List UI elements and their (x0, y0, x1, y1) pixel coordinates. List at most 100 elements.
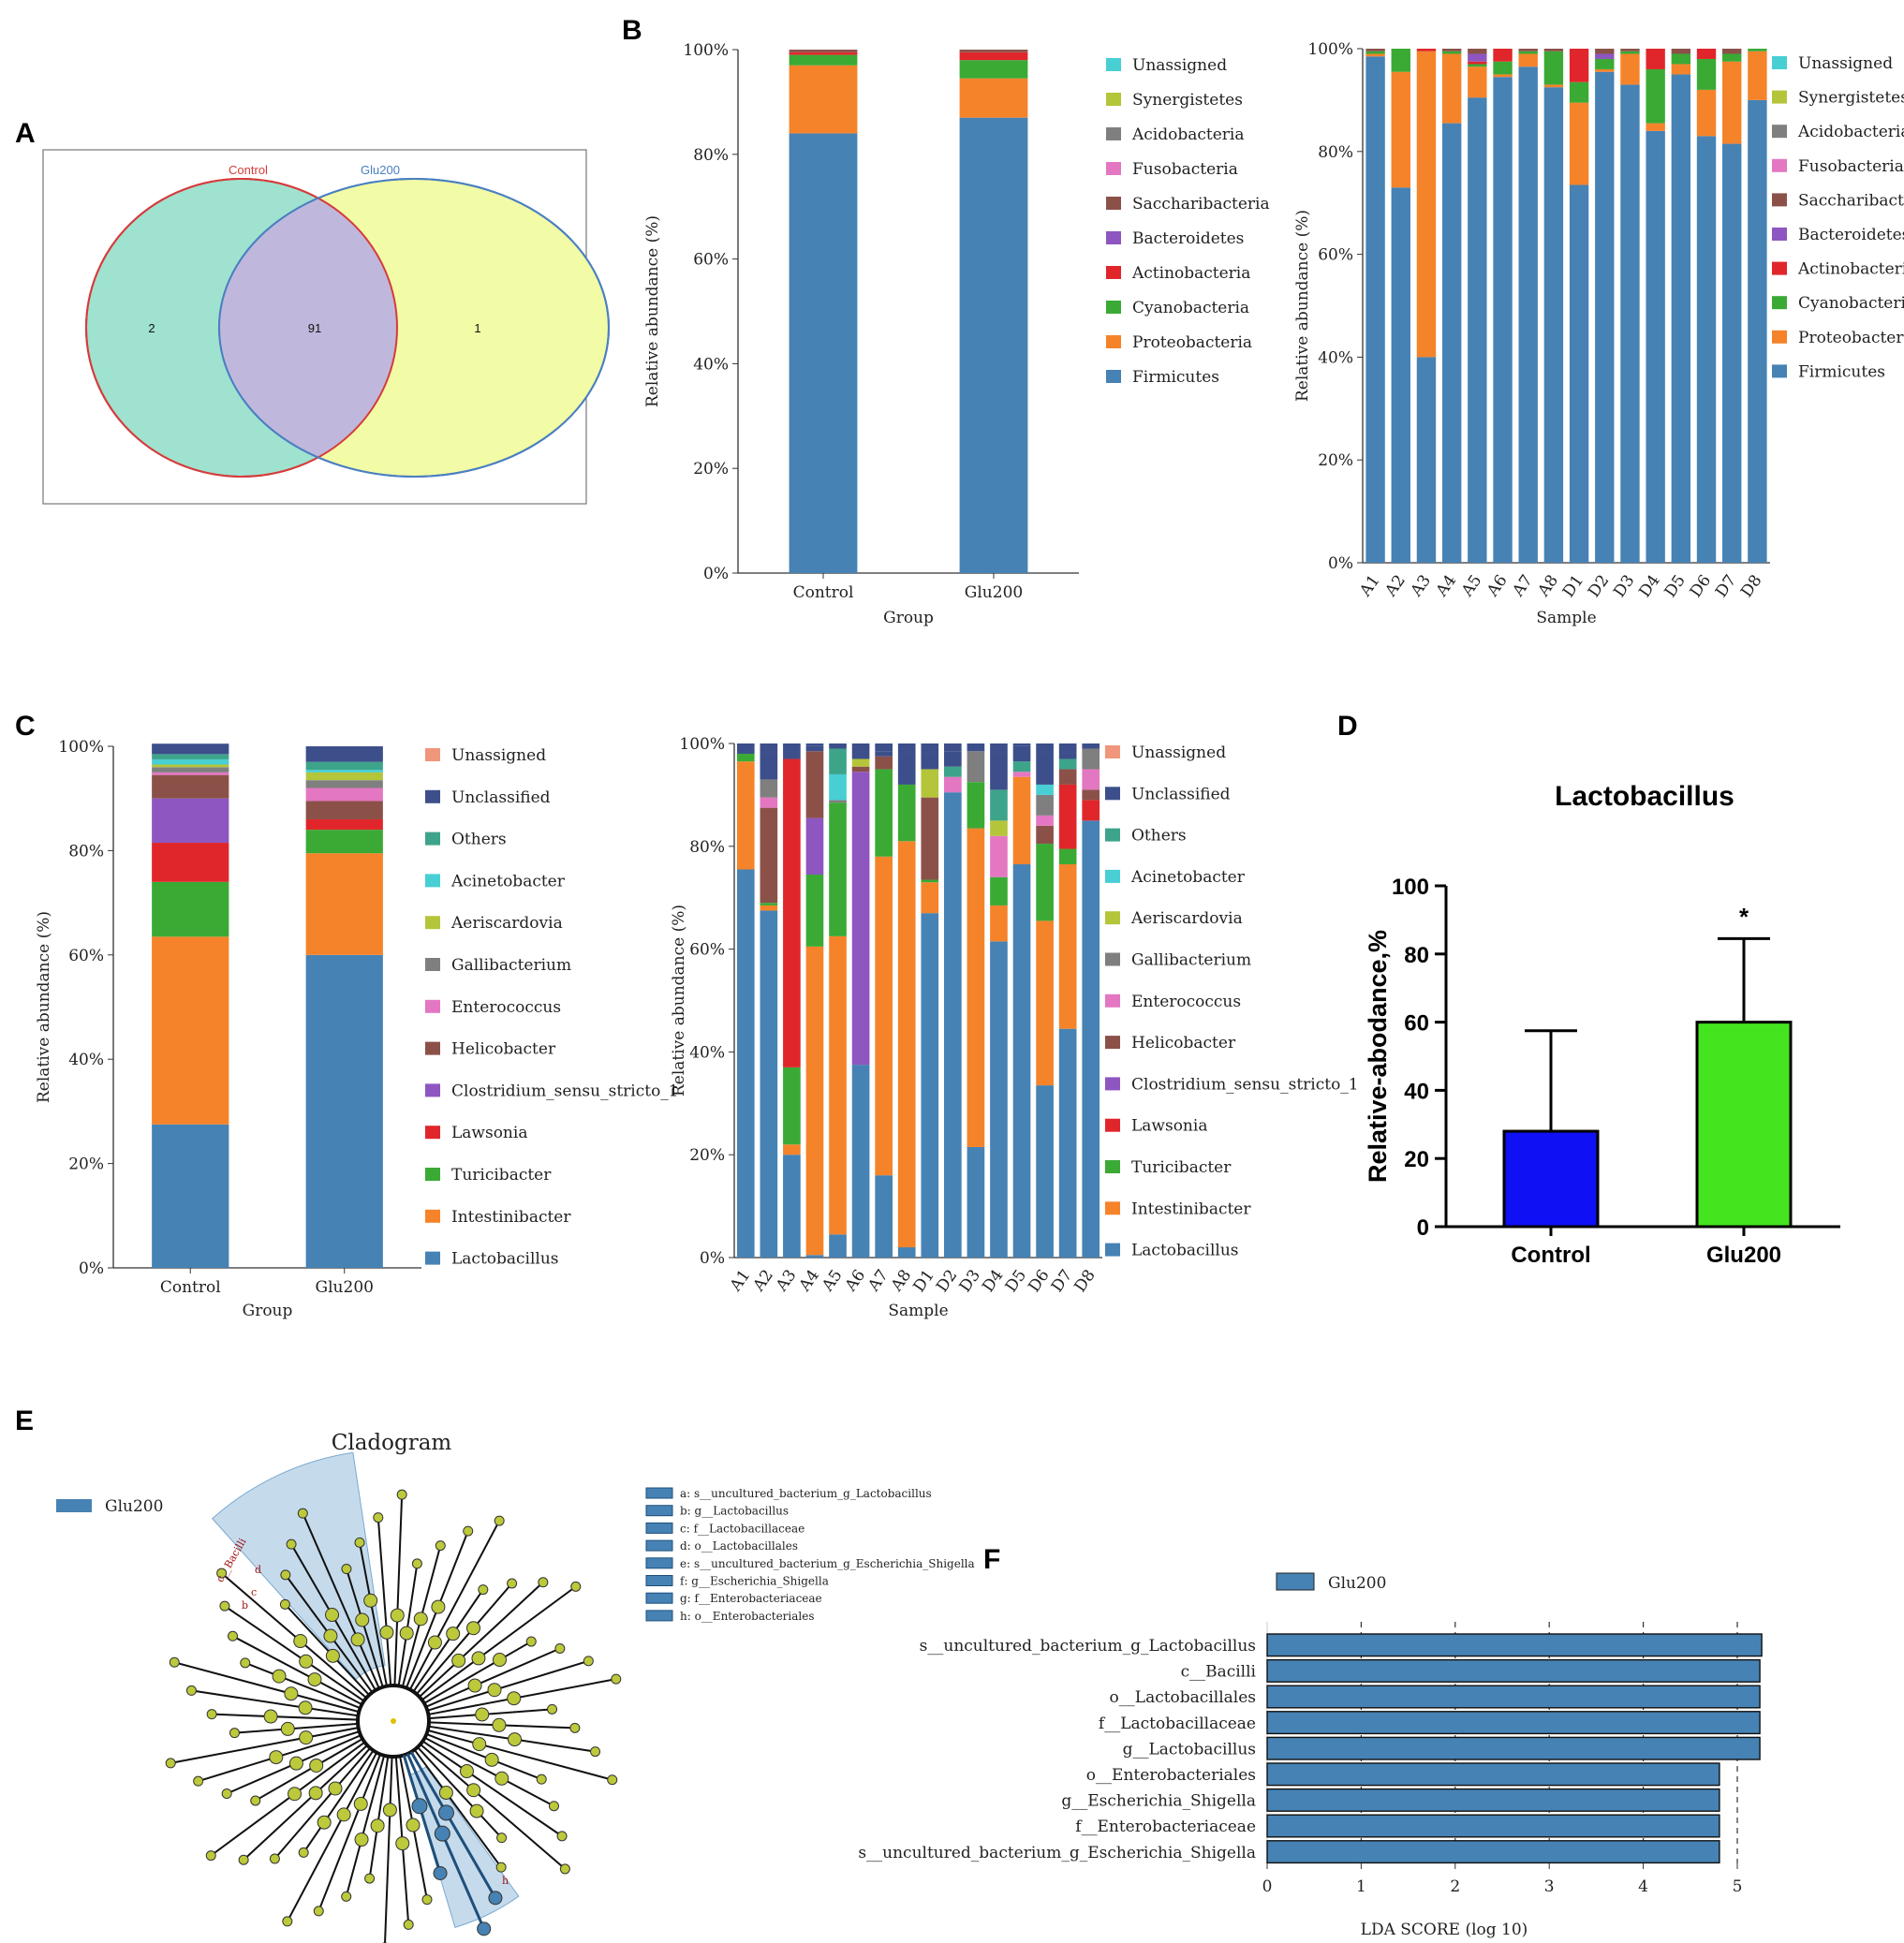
cladogram-branch (384, 1756, 393, 1943)
legend-swatch-enterococcus (1105, 994, 1120, 1008)
cladogram-branch (421, 1585, 577, 1701)
bar-segment-rest (875, 743, 893, 752)
cladogram-node (431, 1599, 446, 1614)
cladogram-leaf (611, 1673, 622, 1685)
C-sample-xtick-label: A8 (887, 1266, 915, 1295)
legend-label-saccharibacteria: Saccharibacteria (1132, 195, 1270, 213)
cladogram-leaf (269, 1853, 280, 1864)
cladogram-branch (419, 1582, 544, 1698)
B-group-ylabel: Relative abundance (%) (643, 215, 662, 407)
cladogram-branch (234, 1722, 359, 1734)
cladogram-branch (428, 1678, 616, 1715)
legend-label-fusobacteria: Fusobacteria (1132, 160, 1238, 179)
d-xtick-label: Control (1511, 1243, 1590, 1268)
cladogram-leaf (547, 1703, 558, 1715)
cladogram-key: a: s__uncultured_bacterium_g_Lactobacill… (645, 1487, 975, 1623)
bar-segment-lactobacillus (851, 1065, 870, 1258)
cladogram-leaf (435, 1540, 446, 1552)
bar-segment-lactobacillus (990, 941, 1008, 1258)
bar-segment-unclassified (1012, 745, 1031, 762)
cladogram-branch (170, 1727, 359, 1764)
cladogram-key-swatch (645, 1539, 673, 1552)
cladogram-branch (191, 1689, 359, 1717)
f-xtick-label: 0 (1262, 1877, 1273, 1896)
bar-segment-others (152, 754, 229, 759)
cladogram-branch (220, 1572, 367, 1699)
B-group-xtick-label: Glu200 (965, 583, 1023, 602)
d-title: Lactobacillus (1555, 781, 1734, 812)
legend-swatch-unassigned (1106, 58, 1121, 71)
B-sample-xtick-label: A7 (1509, 571, 1537, 600)
cladogram-node (382, 1803, 397, 1818)
cladogram-node (451, 1653, 466, 1668)
bar-segment-saccharibacteria (1671, 49, 1691, 54)
B-group-ytick-label: 0% (703, 565, 729, 583)
bar-segment-firmicutes (1620, 84, 1640, 564)
legend-label-firmicutes: Firmicutes (1132, 368, 1219, 387)
cladogram-branch (232, 1635, 362, 1706)
cladogram-branch (224, 1605, 365, 1702)
panel-label-a: A (15, 118, 36, 149)
bar-segment-proteobacteria (1468, 66, 1487, 98)
cladogram-branch (286, 1752, 378, 1922)
cladogram-branch (412, 1589, 484, 1693)
f-legend-swatch (1276, 1572, 1315, 1591)
bar-segment-turicibacter (783, 1067, 801, 1145)
cladogram-node (492, 1717, 507, 1732)
bar-segment-actinobacteria (1468, 61, 1487, 65)
C-sample-ytick-label: 80% (689, 838, 725, 857)
cladogram-node (298, 1700, 313, 1715)
legend-swatch-gallibacterium (425, 958, 440, 971)
legend-label-acidobacteria: Acidobacteria (1797, 123, 1904, 141)
d-ytick-label: 40 (1404, 1079, 1429, 1104)
legend-label-others: Others (1131, 827, 1187, 846)
cladogram-leaf (286, 1538, 297, 1550)
B-sample-ytick-label: 0% (1328, 554, 1353, 573)
cladogram-node (269, 1750, 284, 1765)
legend-label-lactobacillus: Lactobacillus (1131, 1242, 1239, 1260)
legend-label-cyanobacteria: Cyanobacteria (1132, 299, 1249, 317)
legend-label-bacteroidetes: Bacteroidetes (1798, 226, 1904, 244)
cladogram-leaf (538, 1577, 549, 1588)
bar-segment-proteobacteria (1518, 53, 1538, 67)
cladogram-leaf (373, 1512, 384, 1523)
bar-segment-unclassified (921, 753, 939, 770)
cladogram-leaf (477, 1921, 492, 1936)
bar-segment-gallibacterium (1036, 794, 1054, 816)
C-group-ytick-label: 60% (68, 947, 104, 965)
bar-segment-unclassified (875, 751, 893, 757)
bar-segment-turicibacter (990, 876, 1008, 905)
bar-segment-actinobacteria (1696, 49, 1717, 59)
bar-segment-saccharibacteria (1441, 49, 1462, 52)
bar-segment-lawsonia (783, 758, 801, 1067)
cladogram-leaf (496, 1833, 508, 1844)
legend-swatch-others (425, 832, 440, 846)
chart-b-group: 0% 20% 40% 60% 80% 100% Relative abundance (%)… (643, 41, 1270, 627)
cladogram-branch (421, 1740, 563, 1837)
legend-label-turicibacter: Turicibacter (1131, 1158, 1232, 1177)
cladogram-branch (424, 1736, 554, 1807)
B-sample-xtick-label: D7 (1712, 571, 1740, 601)
cladogram-branch (428, 1708, 553, 1720)
cladogram-node (355, 1612, 370, 1627)
legend-swatch-unassigned (1105, 745, 1120, 758)
bar-segment-aeriscardovia (990, 820, 1008, 836)
legend-swatch-helicobacter (1105, 1036, 1120, 1050)
cladogram-leaf (280, 1569, 291, 1581)
B-group-ytick-label: 80% (693, 146, 729, 165)
C-group-ytick-label: 0% (79, 1259, 104, 1278)
C-group-ytick-label: 20% (68, 1155, 104, 1174)
cladogram-node (446, 1627, 461, 1641)
bar-segment-lactobacillus (875, 1175, 893, 1258)
f-bar (1266, 1685, 1761, 1709)
B-sample-xtick-label: D3 (1610, 571, 1638, 601)
bar-segment-gallibacterium (305, 780, 383, 788)
C-group-ytick-label: 80% (68, 842, 104, 861)
bar-segment-unclassified (851, 743, 870, 759)
legend-label-unassigned: Unassigned (1798, 54, 1893, 73)
bar-segment-enterococcus (990, 835, 1008, 877)
cladogram-leaf (297, 1508, 308, 1519)
bar-segment-enterococcus (1012, 772, 1031, 777)
f-xtick-label: 3 (1544, 1877, 1555, 1896)
